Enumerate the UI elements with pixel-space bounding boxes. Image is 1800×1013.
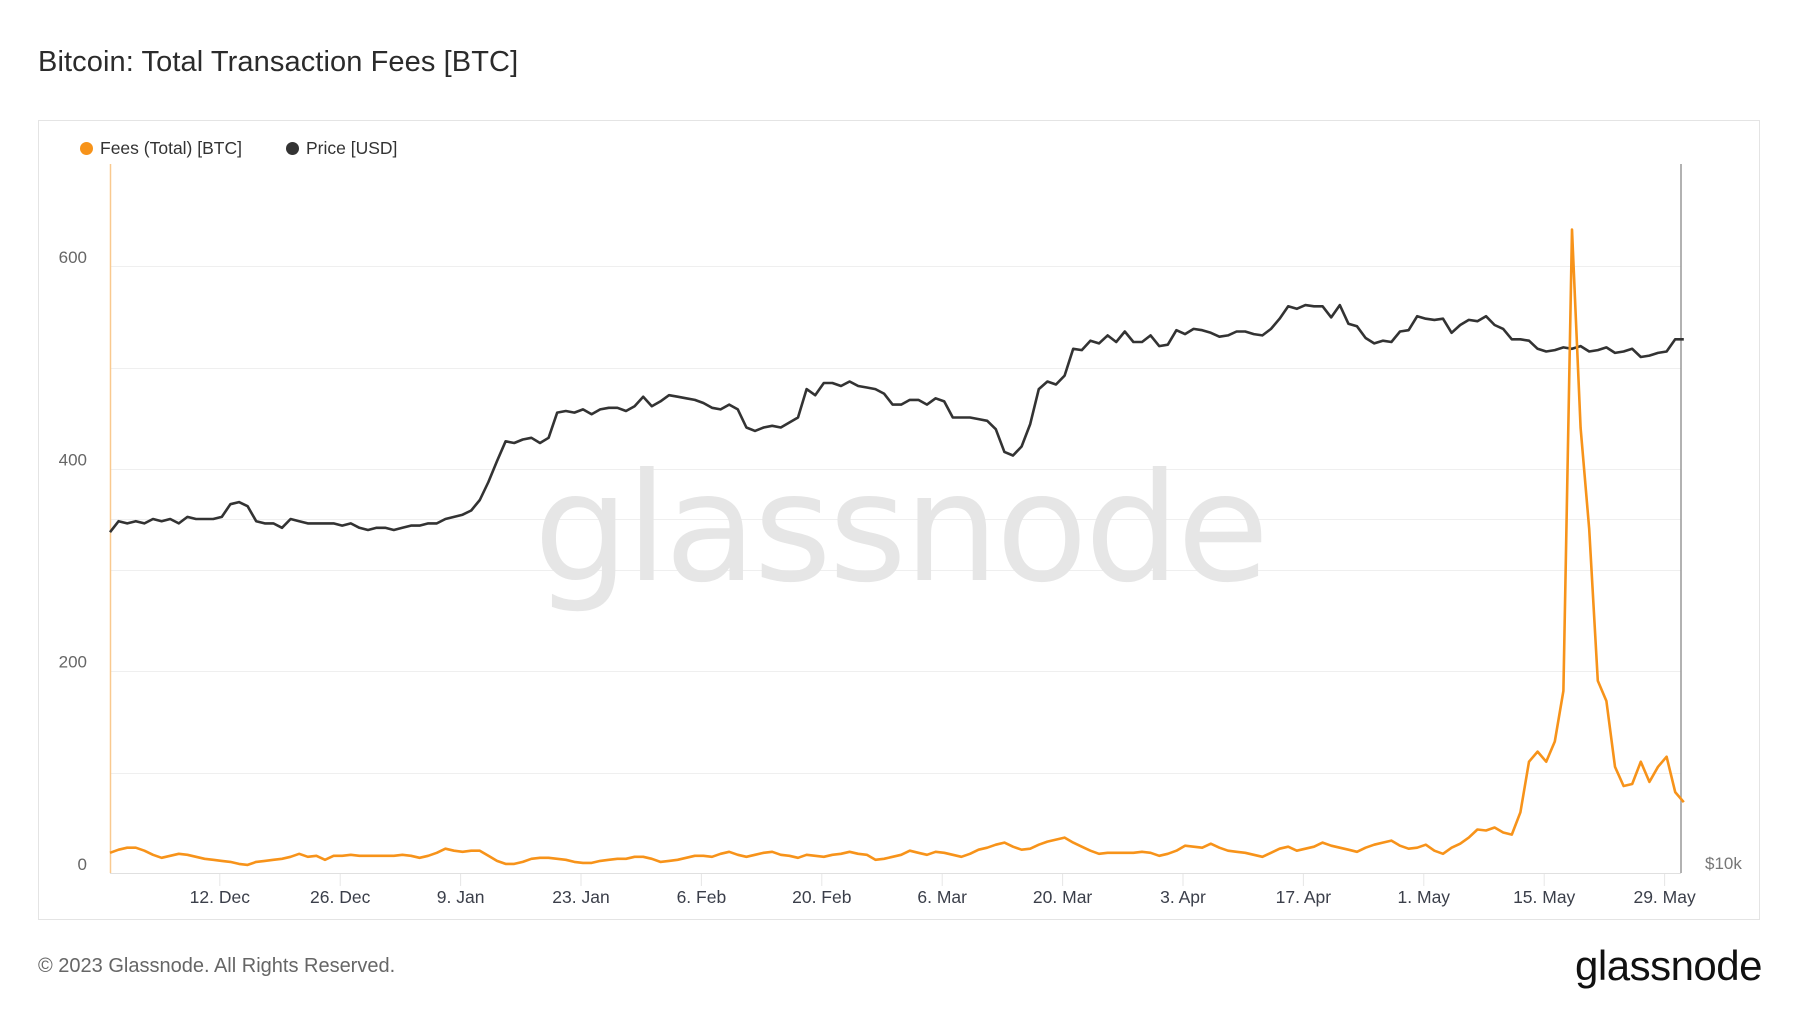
x-tick-label: 17. Apr xyxy=(1276,887,1332,907)
left-tick-label: 0 xyxy=(78,855,87,874)
fees-dot-icon xyxy=(80,142,93,155)
x-tick-label: 26. Dec xyxy=(310,887,371,907)
left-tick-label: 400 xyxy=(59,450,87,469)
legend-label-price: Price [USD] xyxy=(305,138,398,158)
footer-copyright: © 2023 Glassnode. All Rights Reserved. xyxy=(38,955,396,977)
legend-item-price[interactable]: Price [USD] xyxy=(285,138,398,159)
left-tick-label: 600 xyxy=(59,248,87,267)
x-tick-label: 3. Apr xyxy=(1160,887,1206,907)
price-dot-icon xyxy=(285,142,299,155)
x-tick-label: 9. Jan xyxy=(437,887,485,907)
page-title: Bitcoin: Total Transaction Fees [BTC] xyxy=(38,46,519,78)
x-tick-label: 6. Feb xyxy=(677,887,727,907)
legend-item-fees[interactable]: Fees (Total) [BTC] xyxy=(80,138,242,159)
right-axis-label: $10k xyxy=(1705,854,1742,873)
watermark: glassnode xyxy=(534,442,1266,616)
x-tick-label: 23. Jan xyxy=(552,887,609,907)
x-tick-label: 1. May xyxy=(1398,887,1451,907)
x-tick-label: 20. Mar xyxy=(1033,887,1092,907)
chart-legend: Fees (Total) [BTC] Price [USD] xyxy=(80,138,397,159)
x-tick-label: 6. Mar xyxy=(917,887,967,907)
x-tick-label: 20. Feb xyxy=(792,887,851,907)
x-axis-ticks: 12. Dec 26. Dec 9. Jan 23. Jan 6. Feb 20. Feb… xyxy=(190,874,1696,907)
left-tick-label: 200 xyxy=(59,653,87,672)
gridlines xyxy=(110,266,1681,774)
chart-container xyxy=(38,120,1760,920)
price-series-line[interactable] xyxy=(108,303,1684,534)
fees-series-line[interactable] xyxy=(109,228,1685,867)
x-tick-label: 12. Dec xyxy=(190,887,251,907)
x-tick-label: 15. May xyxy=(1513,887,1575,907)
x-tick-label: 29. May xyxy=(1633,887,1695,907)
legend-label-fees: Fees (Total) [BTC] xyxy=(100,138,242,158)
glassnode-logo[interactable]: glassnode xyxy=(1575,942,1762,989)
left-axis-ticks: 0 200 400 600 xyxy=(59,248,87,874)
